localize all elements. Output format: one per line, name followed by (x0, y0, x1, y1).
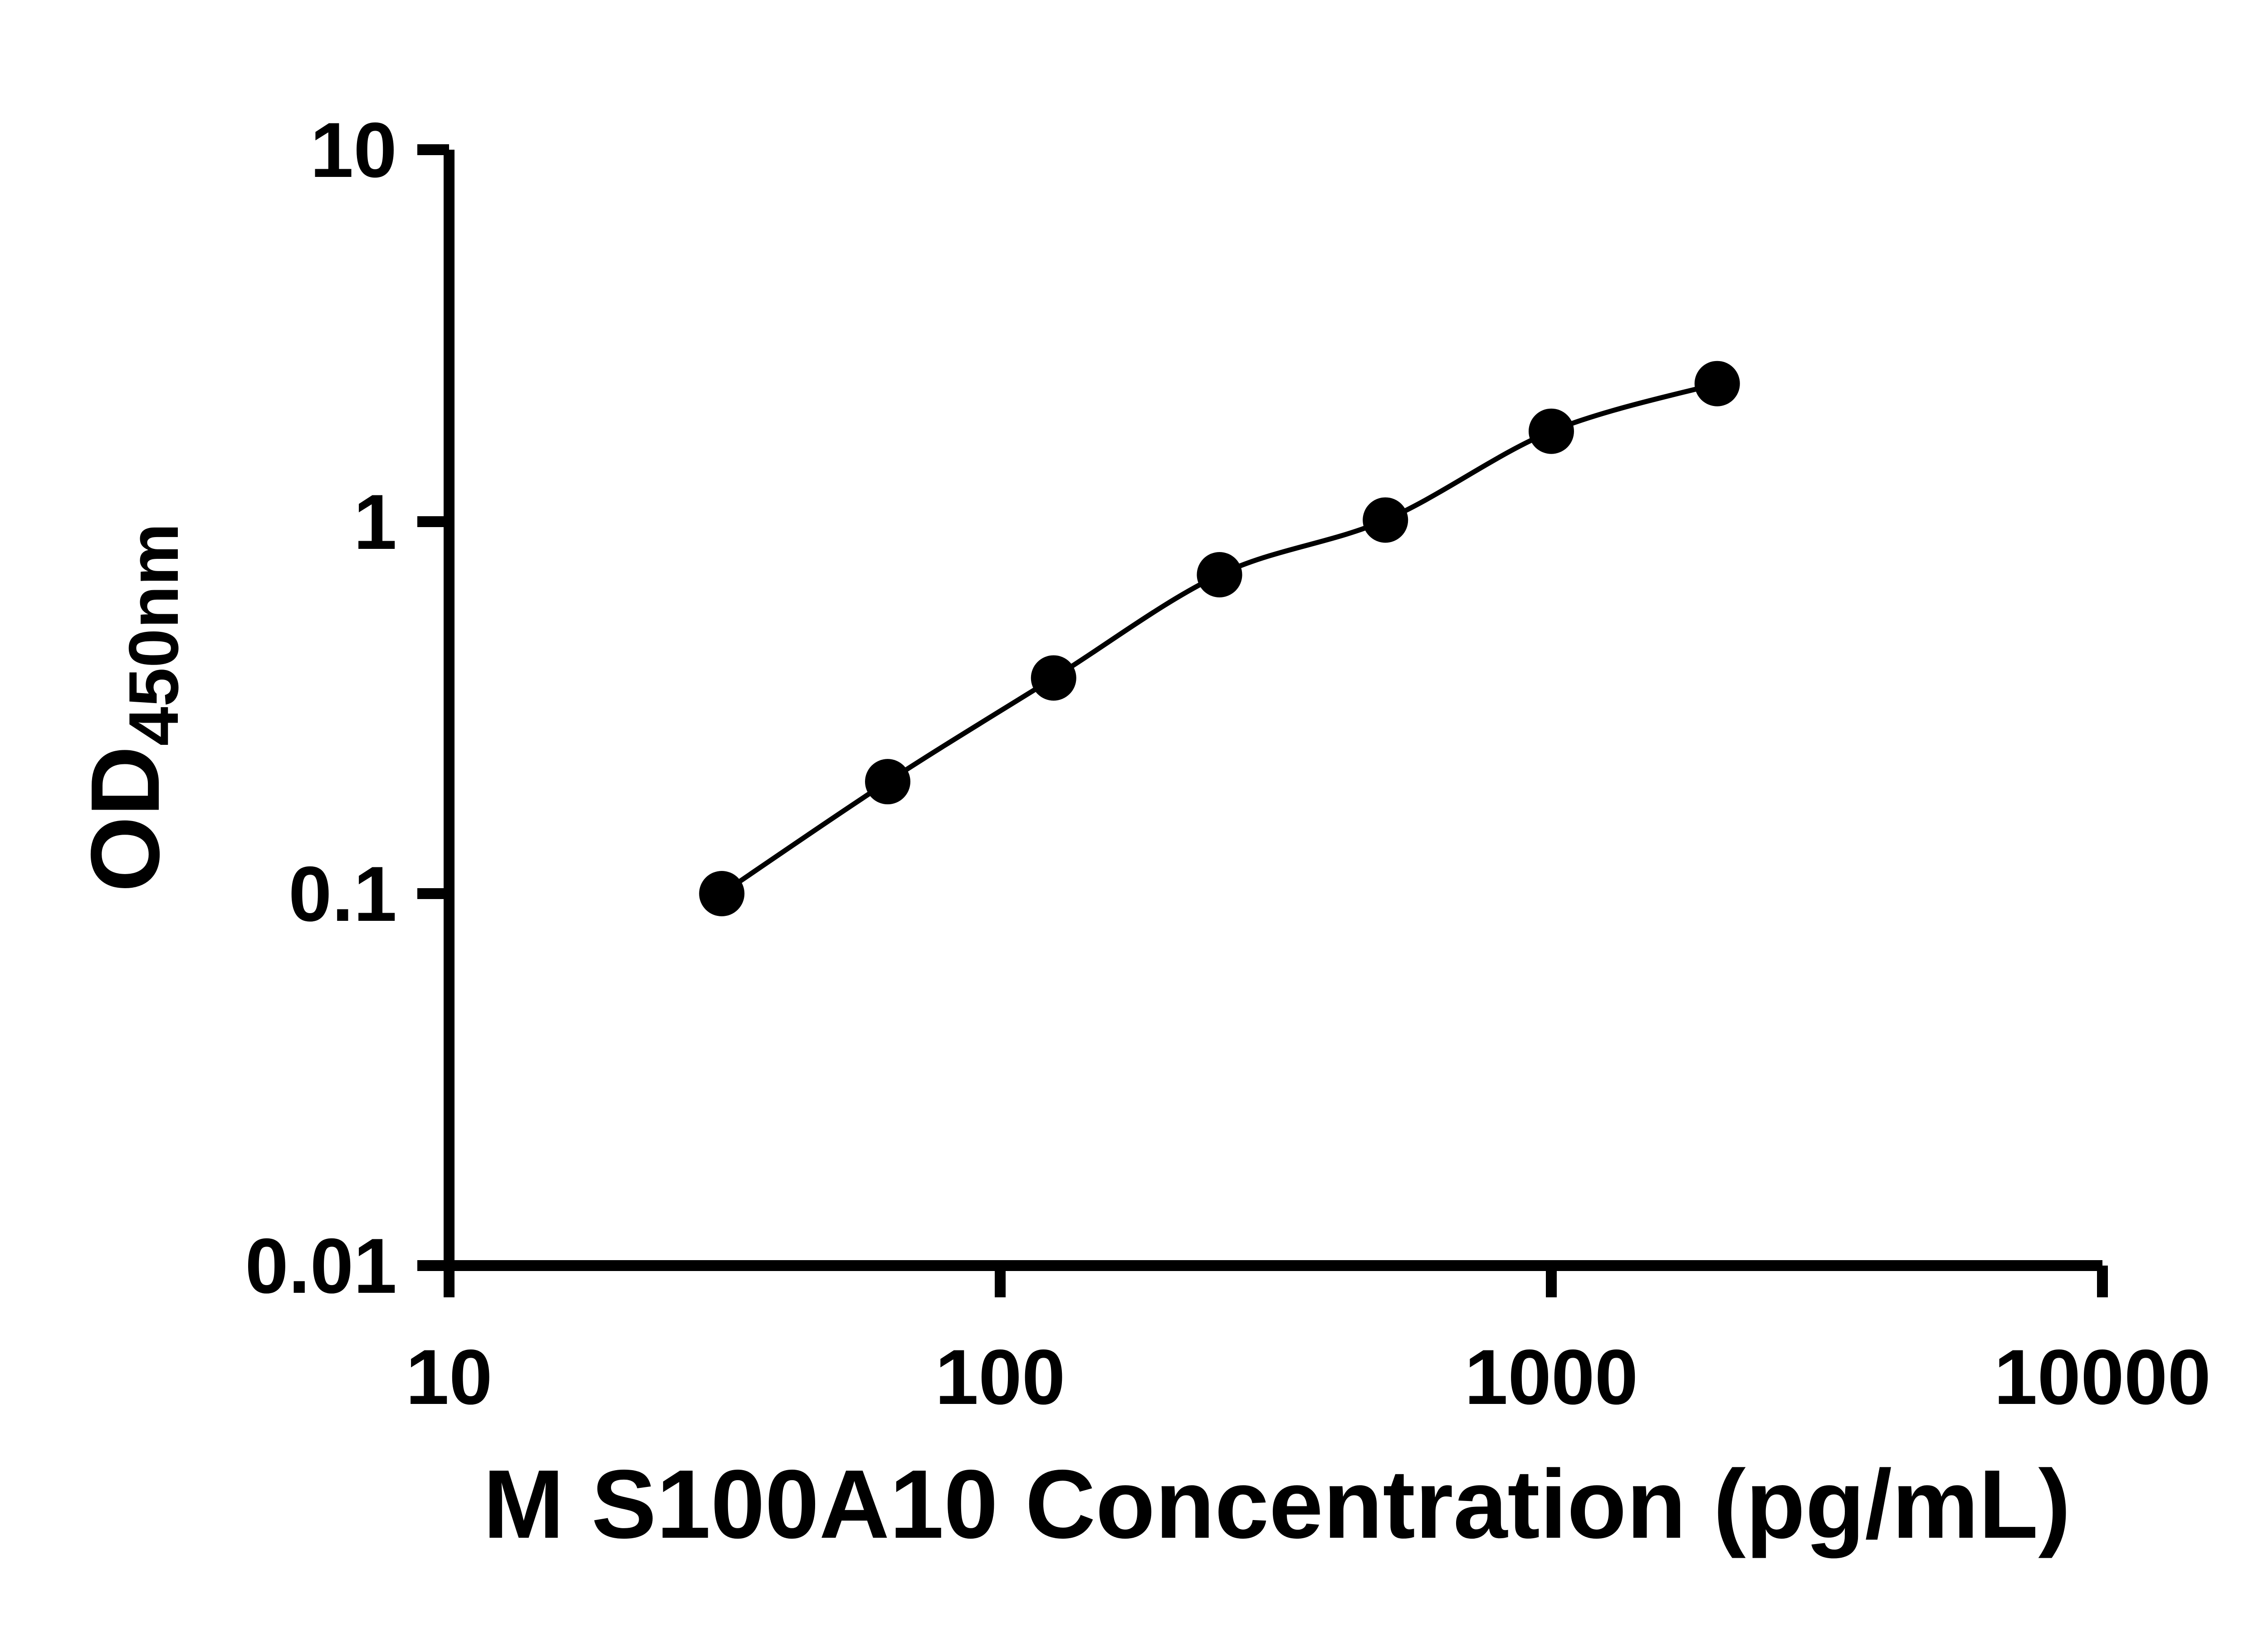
x-axis-title: M S100A10 Concentration (pg/mL) (483, 1449, 2071, 1559)
x-tick-label: 100 (935, 1334, 1066, 1421)
data-point (699, 871, 745, 916)
y-tick-label: 0.1 (288, 851, 397, 938)
data-point (1694, 361, 1740, 406)
y-axis-title-main: OD (70, 746, 180, 892)
fit-curve (720, 381, 1718, 896)
x-tick-label: 10 (406, 1334, 492, 1421)
data-points (699, 361, 1740, 916)
x-tick-label: 1000 (1465, 1334, 1638, 1421)
y-tick-label: 10 (310, 107, 397, 194)
data-point (1529, 408, 1574, 454)
y-axis-title-subscript: 450nm (114, 523, 193, 746)
tick-labels: 10 100 1000 10000 0.01 0.1 1 10 (245, 107, 2211, 1421)
data-point (1363, 497, 1408, 543)
y-tick-label: 0.01 (245, 1222, 397, 1310)
data-point (865, 759, 910, 805)
axes (444, 150, 2102, 1271)
y-axis-title: OD450nm (70, 523, 193, 892)
tick-marks (417, 144, 2108, 1297)
y-tick-label: 1 (353, 479, 397, 566)
standard-curve-line (720, 381, 1718, 896)
data-point (1031, 655, 1076, 701)
data-point (1197, 552, 1242, 597)
x-tick-label: 10000 (1994, 1334, 2211, 1421)
